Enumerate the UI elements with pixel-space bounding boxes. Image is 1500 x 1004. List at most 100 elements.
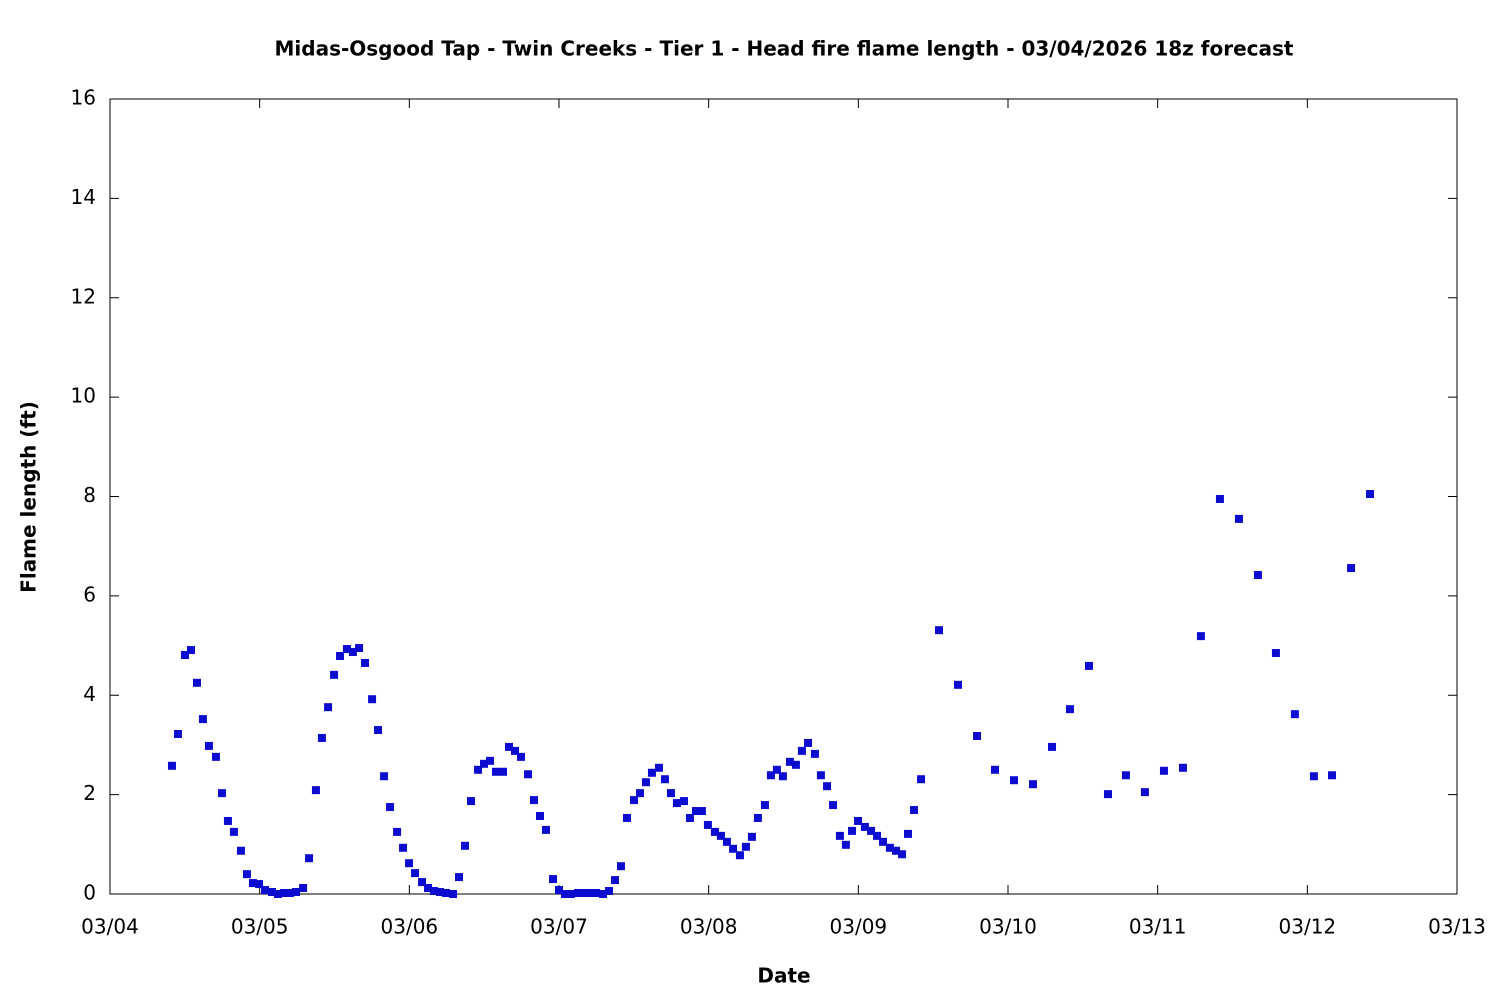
point bbox=[873, 831, 882, 840]
point bbox=[1084, 661, 1093, 670]
point bbox=[854, 816, 863, 825]
point bbox=[660, 775, 669, 784]
point bbox=[1028, 780, 1037, 789]
point bbox=[574, 889, 583, 898]
point bbox=[311, 786, 320, 795]
point bbox=[336, 651, 345, 660]
point bbox=[829, 801, 838, 810]
point bbox=[192, 678, 201, 687]
point bbox=[1196, 632, 1205, 641]
x-tick-label: 03/04 bbox=[81, 915, 139, 939]
point bbox=[229, 827, 238, 836]
point bbox=[954, 680, 963, 689]
y-axis-label: Flame length (ft) bbox=[17, 401, 41, 593]
point bbox=[816, 771, 825, 780]
point bbox=[566, 890, 575, 898]
point bbox=[778, 772, 787, 781]
point bbox=[716, 831, 725, 840]
point bbox=[804, 738, 813, 747]
point bbox=[280, 889, 289, 898]
point bbox=[186, 646, 195, 655]
point bbox=[610, 876, 619, 885]
point bbox=[555, 886, 563, 895]
point bbox=[516, 752, 525, 761]
point bbox=[1159, 766, 1168, 775]
point bbox=[361, 658, 370, 667]
point bbox=[703, 820, 712, 829]
point bbox=[741, 842, 750, 851]
y-tick-label: 4 bbox=[83, 682, 96, 706]
point bbox=[1009, 776, 1018, 785]
point bbox=[785, 757, 794, 766]
point bbox=[560, 890, 569, 898]
point bbox=[1347, 564, 1356, 573]
point bbox=[491, 767, 500, 776]
point bbox=[860, 822, 869, 831]
y-tick-label: 0 bbox=[83, 881, 96, 905]
point bbox=[810, 749, 819, 758]
x-tick-label: 03/09 bbox=[830, 915, 888, 939]
point bbox=[629, 796, 638, 805]
point bbox=[697, 807, 706, 816]
point bbox=[585, 889, 594, 898]
x-tick-label: 03/13 bbox=[1428, 915, 1486, 939]
point bbox=[898, 850, 907, 859]
y-tick-label: 8 bbox=[83, 483, 96, 507]
x-tick-label: 03/06 bbox=[381, 915, 439, 939]
point bbox=[1253, 571, 1262, 580]
point bbox=[867, 826, 876, 835]
point bbox=[223, 816, 232, 825]
point bbox=[841, 840, 850, 849]
point bbox=[1290, 710, 1299, 719]
point bbox=[499, 767, 508, 776]
point bbox=[324, 703, 333, 712]
point bbox=[1065, 705, 1074, 714]
point bbox=[579, 889, 588, 898]
point bbox=[1140, 788, 1149, 797]
point bbox=[541, 825, 550, 834]
point bbox=[386, 803, 395, 812]
point bbox=[910, 806, 919, 815]
y-tick-label: 16 bbox=[71, 86, 96, 110]
point bbox=[1121, 771, 1130, 780]
point bbox=[305, 854, 314, 863]
point bbox=[710, 827, 719, 836]
point bbox=[461, 841, 470, 850]
point bbox=[211, 752, 220, 761]
point bbox=[530, 796, 539, 805]
point bbox=[330, 670, 339, 679]
point bbox=[1103, 790, 1112, 799]
point bbox=[242, 870, 251, 879]
point bbox=[317, 733, 326, 742]
x-tick-label: 03/08 bbox=[680, 915, 738, 939]
point bbox=[236, 846, 245, 855]
x-tick-label: 03/05 bbox=[231, 915, 289, 939]
point bbox=[1178, 763, 1187, 772]
point bbox=[835, 831, 844, 840]
point bbox=[261, 886, 270, 895]
point bbox=[449, 890, 458, 898]
x-axis-label: Date bbox=[757, 964, 810, 988]
point bbox=[917, 775, 926, 784]
point bbox=[797, 746, 806, 755]
point bbox=[654, 763, 663, 772]
point bbox=[591, 889, 600, 898]
y-tick-label: 12 bbox=[71, 284, 96, 308]
point bbox=[405, 859, 414, 868]
point bbox=[348, 648, 357, 657]
point bbox=[892, 846, 901, 855]
point bbox=[466, 797, 475, 806]
point bbox=[442, 889, 451, 898]
x-tick-label: 03/07 bbox=[530, 915, 588, 939]
point bbox=[753, 813, 762, 822]
point bbox=[735, 851, 744, 860]
point bbox=[760, 801, 769, 810]
point bbox=[1234, 514, 1243, 523]
point bbox=[935, 626, 944, 635]
point bbox=[691, 807, 700, 816]
y-tick-label: 10 bbox=[71, 384, 96, 408]
point bbox=[355, 644, 364, 653]
point bbox=[217, 789, 226, 798]
point bbox=[666, 789, 675, 798]
point bbox=[368, 695, 377, 704]
